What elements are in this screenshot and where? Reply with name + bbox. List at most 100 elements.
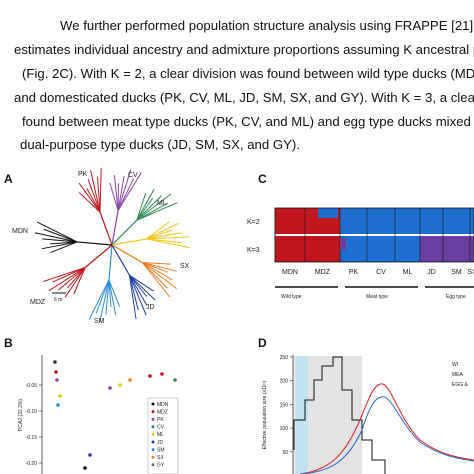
branch [108, 279, 112, 308]
text-line: We further performed population structur… [60, 18, 474, 33]
branch [141, 262, 171, 298]
y-ticks: 250 200 150 100 50 [280, 355, 293, 456]
legend-swatch [151, 417, 155, 421]
text-line: dual-purpose type ducks (JD, SM, SX, and… [20, 137, 300, 152]
panel-label: C [258, 172, 267, 186]
legend-label: PK [157, 417, 164, 423]
branch [146, 238, 191, 249]
row-label: K=2 [247, 219, 260, 226]
branch [42, 267, 86, 283]
legend-label: SX [157, 455, 164, 461]
group-label: Meat type [366, 294, 388, 300]
branch [42, 238, 78, 243]
text-line: estimates individual ancestry and admixt… [14, 42, 474, 57]
branch [78, 192, 101, 213]
branch [129, 274, 154, 292]
black-curve [293, 356, 386, 474]
tick-label: -0.20 [26, 461, 38, 467]
branch [108, 279, 121, 307]
branch [84, 244, 113, 268]
branch [105, 279, 110, 315]
admix-block [367, 236, 395, 262]
branch [108, 244, 113, 280]
tick-label: 250 [280, 355, 289, 361]
branch [146, 238, 183, 244]
admix-block [305, 236, 340, 262]
admix-block [275, 236, 305, 262]
paragraph: We further performed population structur… [14, 18, 474, 152]
admix-block [443, 208, 470, 234]
branch [90, 169, 101, 213]
branch [146, 221, 170, 240]
branch [48, 267, 86, 292]
branch [142, 262, 178, 272]
phylogenetic-tree [34, 167, 191, 323]
legend-label: ML [157, 432, 164, 438]
branch [78, 182, 101, 213]
tick-label: -0.10 [26, 409, 38, 415]
branch [95, 279, 110, 314]
frame [274, 207, 474, 263]
scatter-point [83, 466, 87, 470]
tick-label: 150 [280, 402, 289, 408]
branch [136, 188, 155, 221]
population-label: ML [403, 269, 413, 276]
legend-label: CV [157, 425, 165, 431]
branch [141, 262, 168, 289]
legend-swatch [151, 402, 155, 406]
taxon-label: CV [128, 172, 138, 179]
branch [136, 195, 162, 221]
group-label: Wild type [281, 294, 302, 300]
scatter-point [128, 378, 132, 382]
population-labels: MDN MDZ PK CV ML JD SM SX Wild type Meat type Egg … [275, 269, 474, 300]
branch [142, 262, 172, 265]
population-label: JD [427, 269, 436, 276]
branch [129, 275, 147, 316]
admix-block [470, 208, 474, 234]
branch [111, 238, 147, 246]
legend-swatch [151, 448, 155, 452]
scatter-point [160, 372, 164, 376]
tick-label: 50 [282, 450, 288, 456]
blue-curve [299, 396, 474, 474]
branch [99, 167, 102, 213]
group-label: Egg type [446, 294, 466, 300]
branch [34, 232, 78, 243]
branch [109, 182, 119, 211]
taxon-label: SX [180, 263, 190, 270]
panel-label: A [4, 172, 13, 186]
legend-label: WI [452, 362, 458, 368]
branch [146, 229, 173, 240]
taxon-label: MDN [12, 228, 28, 235]
taxon-label: PK [78, 171, 88, 178]
legend-swatch [151, 463, 155, 467]
scatter-point [55, 378, 59, 382]
branch [136, 202, 169, 221]
taxon-label: ML [157, 200, 167, 207]
branch [49, 241, 78, 245]
admix-block [443, 236, 470, 262]
admix-block [470, 236, 474, 262]
scatter-points [53, 360, 177, 470]
legend-swatch [151, 455, 155, 459]
taxon-label: JD [146, 304, 155, 311]
panel-label: D [258, 336, 267, 350]
legend-label: SM [157, 447, 165, 453]
branch [99, 211, 113, 246]
branch [142, 262, 168, 273]
branch [146, 236, 190, 240]
branch [52, 267, 86, 283]
tick-label: -0.05 [26, 383, 38, 389]
red-curve [299, 383, 474, 474]
axis-label: PCA2 (32.2%) [18, 399, 24, 431]
legend-label: GY [157, 463, 165, 469]
admix-block [395, 236, 420, 262]
scatter-point [54, 370, 58, 374]
branch [87, 179, 101, 213]
branch [96, 176, 101, 213]
admix-block [318, 208, 338, 218]
tick-label: -0.15 [26, 435, 38, 441]
scatter-point [108, 386, 112, 390]
branch [111, 244, 131, 276]
